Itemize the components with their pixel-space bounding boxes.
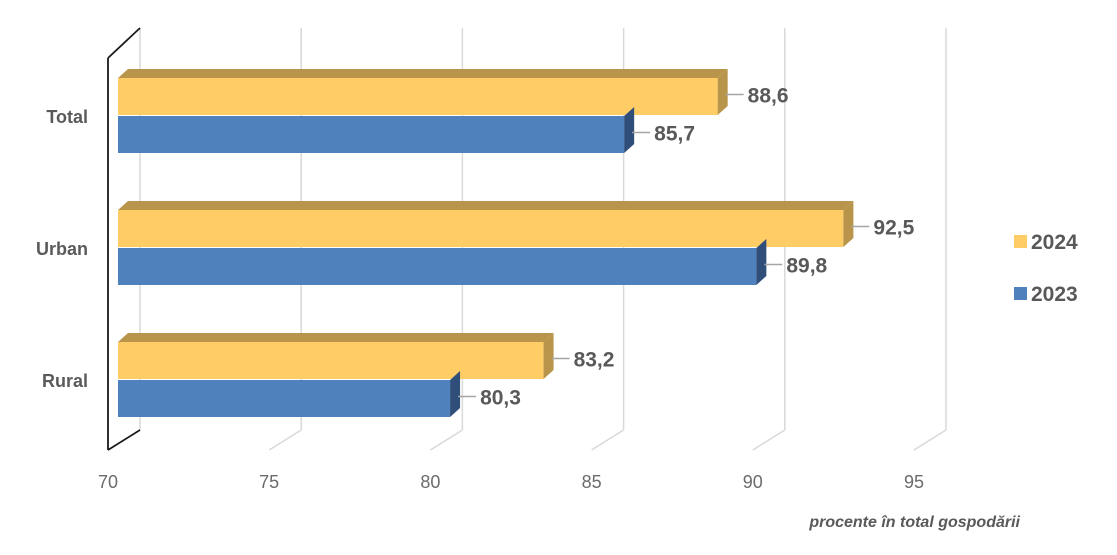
bar-2024-total — [118, 78, 718, 115]
bar-top-face — [118, 333, 554, 342]
gridline-floor — [752, 429, 786, 451]
category-label-total: Total — [46, 107, 88, 127]
bar-side-face — [756, 239, 767, 285]
x-tick-label: 95 — [904, 472, 924, 492]
x-axis-unit-label: procente în total gospodării — [808, 514, 1020, 531]
legend-swatch-2023 — [1014, 287, 1027, 300]
gridline-floor — [268, 429, 302, 451]
bar-side-face — [543, 333, 554, 379]
floor-edge — [107, 429, 141, 451]
bar-2023-rural — [118, 380, 451, 417]
legend-label-2023: 2023 — [1031, 283, 1078, 306]
y-axis-top-edge — [107, 27, 141, 59]
data-label: 88,6 — [748, 85, 789, 108]
axes — [107, 27, 141, 451]
gridline-floor — [591, 429, 624, 451]
x-tick-label: 90 — [743, 472, 763, 492]
bar-top-face — [118, 201, 854, 210]
bars — [118, 69, 854, 417]
bar-2024-urban — [118, 210, 844, 247]
bar-side-face — [717, 69, 728, 115]
category-label-urban: Urban — [36, 239, 88, 259]
bar-side-face — [450, 371, 461, 417]
bar-2023-total — [118, 116, 625, 153]
bar-top-face — [118, 69, 728, 78]
bar-side-face — [843, 201, 854, 247]
x-tick-label: 70 — [98, 472, 118, 492]
data-label: 89,8 — [786, 255, 827, 278]
gridline-floor — [430, 429, 463, 451]
bar-2024-rural — [118, 342, 544, 379]
x-tick-label: 85 — [582, 472, 602, 492]
bar-side-face — [624, 107, 635, 153]
legend-label-2024: 2024 — [1031, 231, 1078, 254]
gridline-floor — [913, 429, 947, 451]
legend: 2024 2023 — [1014, 231, 1078, 306]
category-label-rural: Rural — [42, 371, 88, 391]
data-label: 92,5 — [873, 217, 914, 240]
legend-swatch-2024 — [1014, 235, 1027, 248]
bar-2023-urban — [118, 248, 757, 285]
data-label: 85,7 — [654, 123, 695, 146]
data-label: 80,3 — [480, 387, 521, 410]
x-tick-label: 80 — [420, 472, 440, 492]
labels: 70 75 80 85 90 95 88,6 85,7 Total 92,5 89,8 Urban 83… — [36, 85, 924, 493]
x-tick-label: 75 — [259, 472, 279, 492]
data-label: 83,2 — [574, 349, 615, 372]
